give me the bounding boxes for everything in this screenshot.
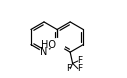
Text: HO: HO: [41, 40, 56, 50]
Text: N: N: [40, 47, 48, 57]
Text: F: F: [77, 56, 82, 65]
Text: F: F: [66, 64, 72, 73]
Text: F: F: [77, 64, 82, 73]
